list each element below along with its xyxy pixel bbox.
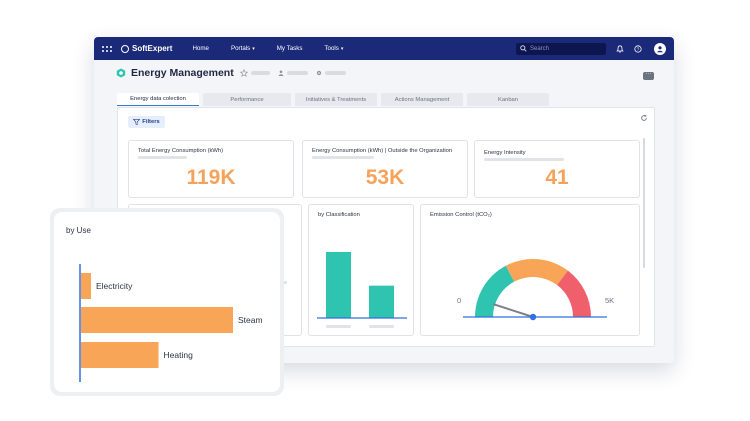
kpi-label: Energy Consumption (kWh) | Outside the O… — [312, 148, 453, 154]
chevron-down-icon: ▾ — [340, 46, 344, 52]
kpi-label: Energy Intensity — [484, 150, 526, 156]
tick-placeholder — [369, 325, 394, 328]
chart-title: Emission Control (tCO₂) — [430, 212, 492, 218]
gauge-hub — [529, 313, 537, 321]
help-icon[interactable]: ? — [634, 44, 642, 53]
gauge-segment-low — [475, 265, 515, 317]
classification-chart — [317, 252, 407, 328]
tab-energy-data-colection[interactable]: Energy data colection — [117, 93, 199, 106]
tab-label: Performance — [230, 96, 264, 103]
classification-bar — [326, 252, 351, 318]
svg-text:?: ? — [637, 46, 640, 52]
top-navbar: SoftExpert Home Portals ▾ My Tasks Tools ▾… — [94, 37, 674, 60]
tab-label: Actions Management — [394, 96, 450, 103]
gauge-segment-mid — [505, 259, 568, 286]
chart-title: by Use — [66, 226, 91, 235]
tab-label: Initiatives & Treatments — [305, 96, 367, 103]
nav-my-tasks[interactable]: My Tasks — [277, 45, 303, 52]
search-input[interactable]: Search — [516, 42, 606, 55]
kpi-placeholder — [138, 156, 187, 159]
more-options-button[interactable]: ··· — [643, 71, 654, 80]
page-title: Energy Management — [131, 67, 234, 79]
nav-label: Home — [192, 45, 209, 52]
gauge-min-label: 0 — [457, 296, 461, 305]
bell-icon[interactable] — [616, 44, 624, 53]
tab-actions-management[interactable]: Actions Management — [381, 93, 463, 106]
user-avatar-icon[interactable] — [654, 42, 666, 55]
page-header: Energy Management — [116, 67, 354, 79]
bar-label-steam: Steam — [238, 315, 263, 325]
kpi-card-outside-organization: Energy Consumption (kWh) | Outside the O… — [302, 140, 468, 198]
energy-hexagon-icon — [116, 68, 126, 78]
bar-label-heating: Heating — [164, 350, 194, 360]
bar-label-electricity: Electricity — [96, 281, 133, 291]
kpi-value: 41 — [545, 166, 569, 189]
nav-tools[interactable]: Tools ▾ — [324, 45, 343, 52]
by-use-chart: Electricity Steam Heating — [79, 264, 263, 382]
filter-icon — [133, 119, 141, 125]
kpi-placeholder — [312, 156, 374, 159]
chart-card-emission-control: Emission Control (tCO₂) 0 5K — [420, 204, 640, 336]
nav-label: Portals — [230, 45, 251, 52]
kpi-placeholder — [484, 158, 564, 161]
filters-label: Filters — [142, 119, 160, 125]
kpi-card-energy-intensity: Energy Intensity 41 — [474, 140, 640, 198]
tab-bar: Energy data colection Performance Initia… — [117, 93, 553, 106]
meta-placeholder — [250, 71, 270, 75]
nav-portals[interactable]: Portals ▾ — [231, 45, 255, 52]
refresh-icon[interactable] — [640, 114, 648, 122]
apps-grid-icon[interactable] — [102, 45, 112, 52]
bar-steam — [81, 307, 233, 333]
owner-meta — [278, 70, 308, 76]
tick-placeholder — [326, 325, 351, 328]
tab-initiatives-treatments[interactable]: Initiatives & Treatments — [295, 93, 377, 106]
search-icon — [520, 45, 527, 52]
user-icon — [278, 70, 284, 76]
filters-button[interactable]: Filters — [128, 116, 165, 128]
tab-kanban[interactable]: Kanban — [467, 93, 549, 106]
kpi-label: Total Energy Consumption (kWh) — [138, 148, 224, 154]
tab-performance[interactable]: Performance — [203, 93, 291, 106]
gauge-needle — [492, 303, 534, 318]
nav-label: Tools — [324, 45, 339, 52]
kpi-value: 53K — [365, 166, 405, 189]
by-use-card: by Use Electricity Steam Heating — [54, 212, 280, 392]
emission-gauge: 0 5K — [457, 259, 614, 321]
gear-icon — [316, 70, 321, 76]
kpi-value: 119K — [186, 166, 236, 189]
gauge-segment-high — [557, 270, 591, 317]
meta-placeholder — [286, 71, 308, 75]
chevron-down-icon: ▾ — [252, 46, 255, 52]
chart-card-by-classification: by Classification — [308, 204, 414, 336]
brand-logo[interactable]: SoftExpert — [121, 44, 172, 53]
chart-title: by Classification — [318, 212, 360, 218]
bar-heating — [81, 342, 159, 368]
bar-electricity — [81, 273, 91, 299]
tab-label: Kanban — [498, 96, 518, 103]
kpi-card-total-energy: Total Energy Consumption (kWh) 119K — [128, 140, 294, 198]
brand-name: SoftExpert — [132, 44, 173, 53]
settings-meta — [316, 70, 346, 76]
classification-bar — [369, 285, 394, 318]
gauge-max-label: 5K — [605, 296, 614, 305]
favorite-star-icon[interactable] — [239, 69, 270, 77]
search-placeholder: Search — [530, 45, 550, 52]
nav-home[interactable]: Home — [192, 45, 209, 52]
by-use-card-frame: by Use Electricity Steam Heating — [50, 208, 284, 396]
nav-label: My Tasks — [276, 45, 303, 52]
panel-scrollbar[interactable] — [643, 138, 645, 268]
logo-icon — [121, 44, 129, 53]
tab-label: Energy data colection — [130, 96, 186, 102]
meta-placeholder — [324, 71, 346, 75]
